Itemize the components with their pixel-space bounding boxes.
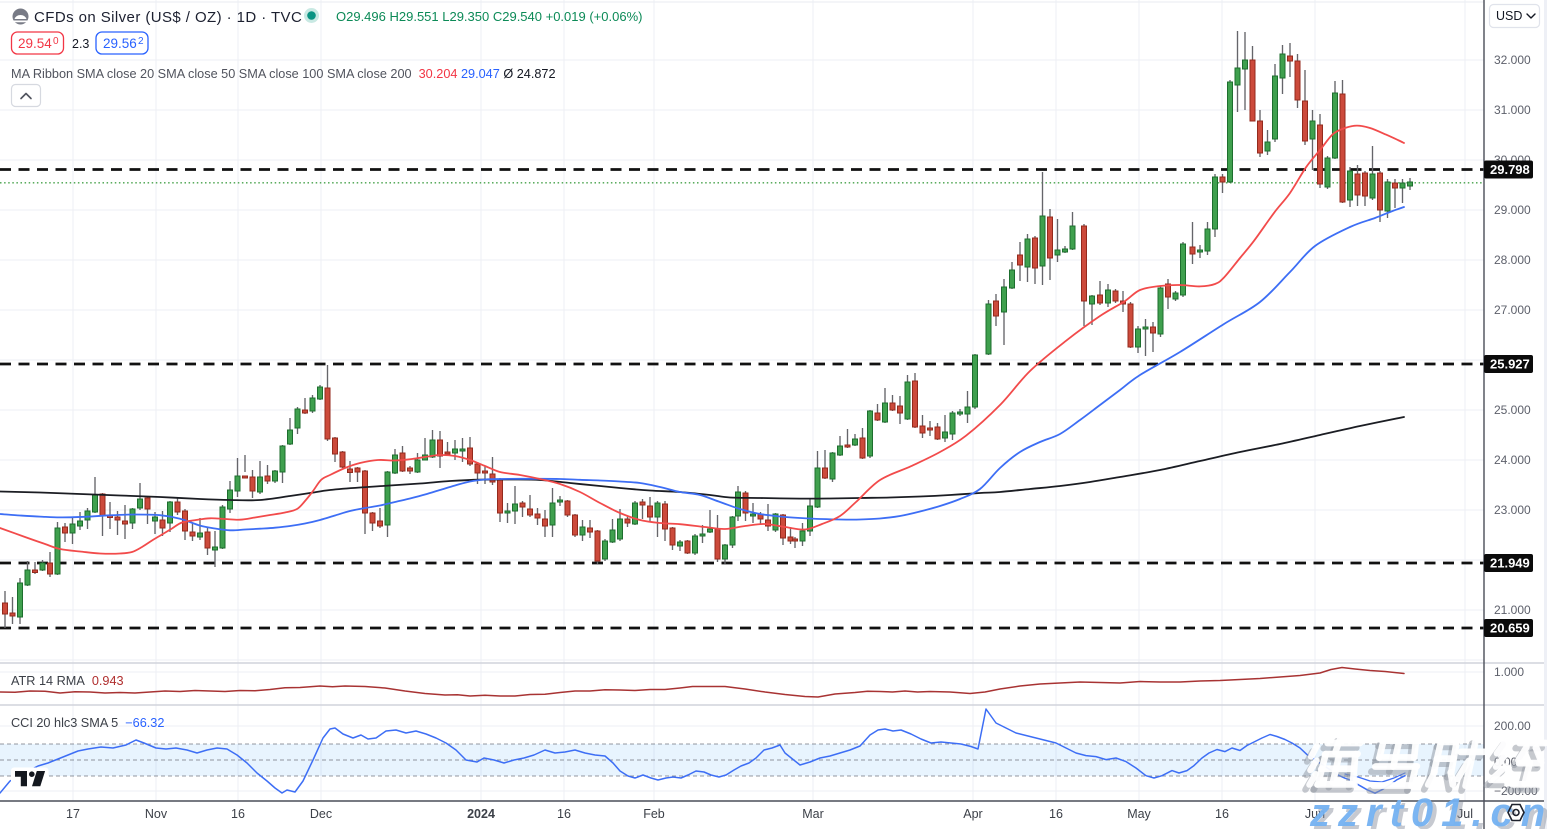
svg-text:24.000: 24.000 [1494, 453, 1531, 467]
svg-text:29.798: 29.798 [1490, 162, 1530, 177]
svg-text:17: 17 [66, 807, 80, 821]
svg-text:Jul: Jul [1457, 807, 1473, 821]
svg-text:Mar: Mar [802, 807, 824, 821]
svg-text:O29.496 H29.551 L29.350 C29.54: O29.496 H29.551 L29.350 C29.540 +0.019 (… [336, 9, 642, 24]
svg-text:29.56: 29.56 [103, 36, 137, 51]
svg-text:31.000: 31.000 [1494, 103, 1531, 117]
svg-text:32.000: 32.000 [1494, 53, 1531, 67]
svg-text:CFDs on Silver (US$ / OZ) · 1D: CFDs on Silver (US$ / OZ) · 1D · TVC [34, 9, 302, 26]
svg-text:28.000: 28.000 [1494, 253, 1531, 267]
svg-text:16: 16 [1215, 807, 1229, 821]
svg-text:Nov: Nov [145, 807, 168, 821]
svg-text:20.659: 20.659 [1490, 621, 1530, 636]
svg-text:16: 16 [231, 807, 245, 821]
svg-text:16: 16 [1049, 807, 1063, 821]
svg-text:0: 0 [53, 36, 59, 47]
svg-text:27.000: 27.000 [1494, 303, 1531, 317]
svg-text:29.000: 29.000 [1494, 203, 1531, 217]
svg-text:23.000: 23.000 [1494, 503, 1531, 517]
svg-text:25.000: 25.000 [1494, 403, 1531, 417]
svg-text:Dec: Dec [310, 807, 332, 821]
svg-text:May: May [1127, 807, 1151, 821]
svg-text:Feb: Feb [643, 807, 665, 821]
svg-text:25.927: 25.927 [1490, 357, 1530, 372]
svg-text:ATR 14 RMA 0.943: ATR 14 RMA 0.943 [11, 674, 124, 688]
svg-text:2: 2 [138, 36, 144, 47]
svg-text:Apr: Apr [963, 807, 982, 821]
svg-text:2.3: 2.3 [72, 37, 89, 51]
svg-text:USD: USD [1496, 9, 1522, 23]
svg-text:200.00: 200.00 [1494, 719, 1531, 733]
svg-text:16: 16 [557, 807, 571, 821]
svg-text:21.000: 21.000 [1494, 603, 1531, 617]
svg-text:MA Ribbon SMA close 20 SMA clo: MA Ribbon SMA close 20 SMA close 50 SMA … [11, 67, 556, 81]
svg-text:21.949: 21.949 [1490, 556, 1530, 571]
svg-text:Jun: Jun [1305, 807, 1325, 821]
svg-text:29.54: 29.54 [18, 36, 52, 51]
svg-text:zzrt01.cn: zzrt01.cn [1309, 791, 1547, 829]
svg-text:CCI 20 hlc3 SMA 5 −66.32: CCI 20 hlc3 SMA 5 −66.32 [11, 716, 164, 730]
svg-text:2024: 2024 [467, 807, 495, 821]
svg-text:1.000: 1.000 [1494, 665, 1524, 679]
